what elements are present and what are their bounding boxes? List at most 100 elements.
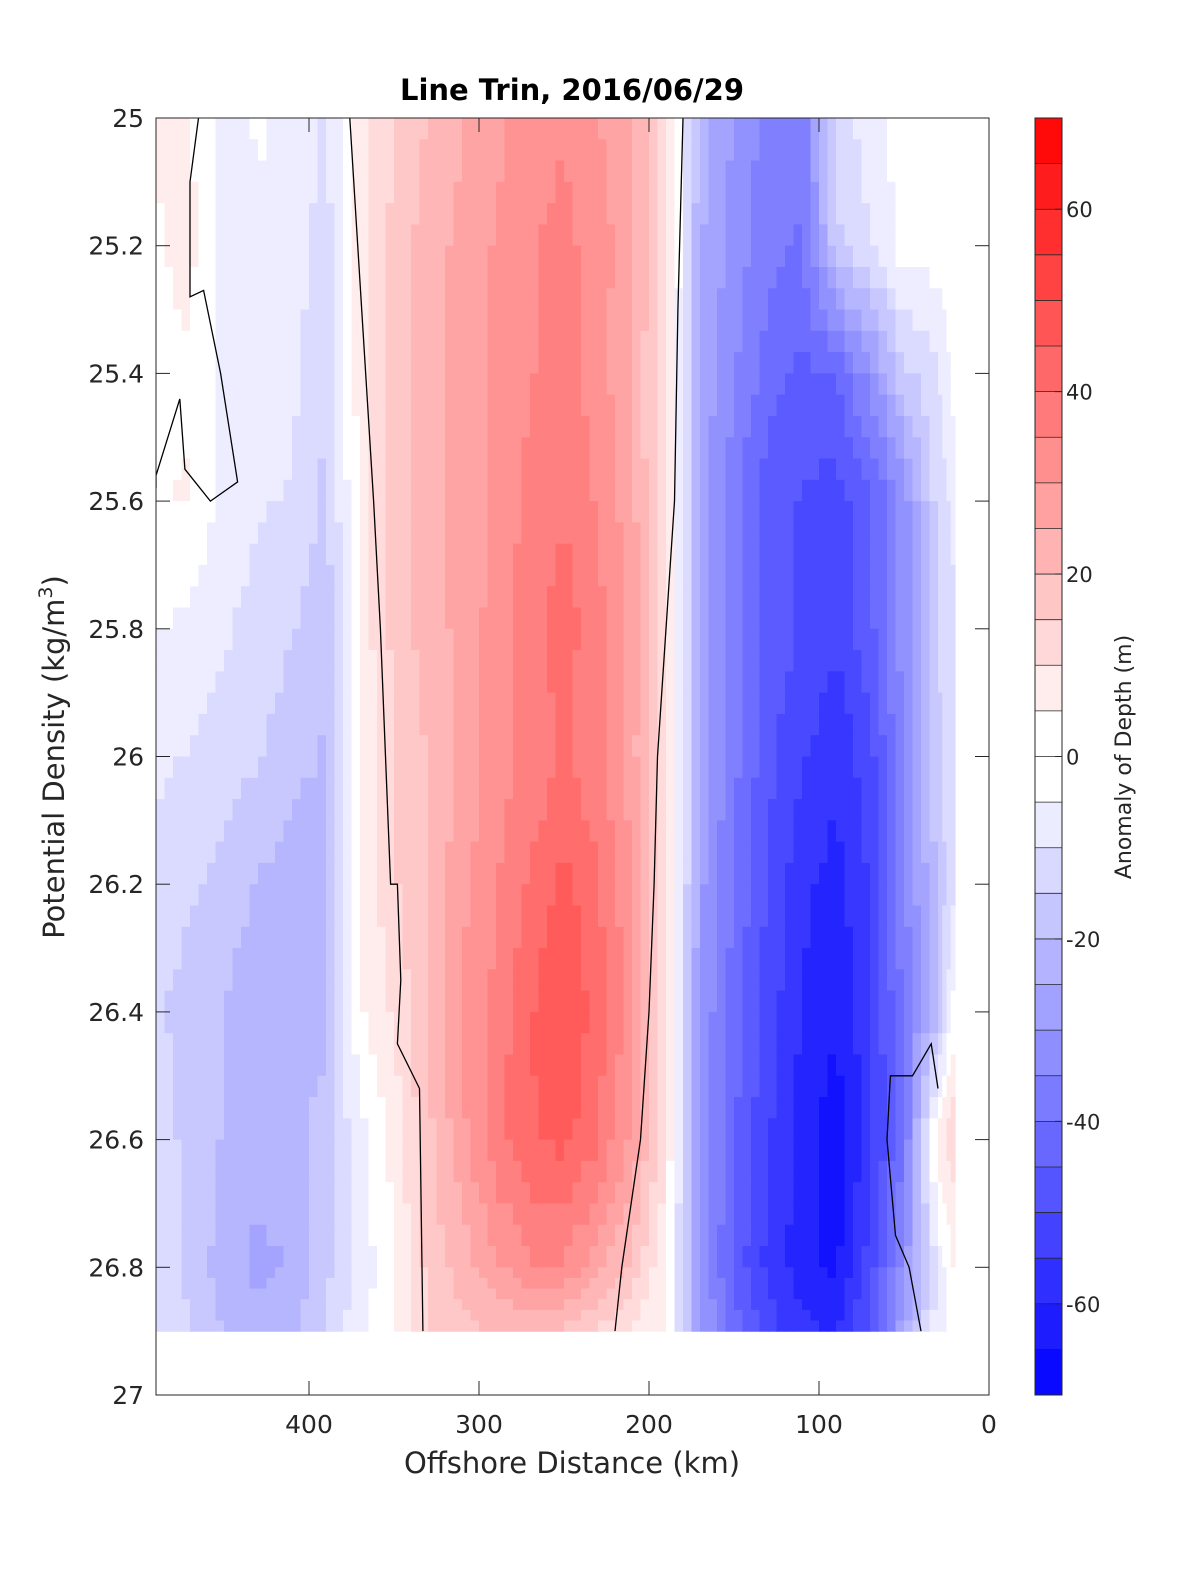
heatmap-cell	[768, 415, 778, 438]
heatmap-cell	[793, 777, 803, 800]
heatmap-cell	[436, 415, 446, 438]
heatmap-cell	[360, 1246, 370, 1268]
heatmap-cell	[283, 862, 293, 885]
heatmap-cell	[708, 884, 718, 907]
heatmap-cell	[266, 181, 276, 204]
heatmap-cell	[215, 1139, 225, 1162]
heatmap-cell	[853, 884, 863, 907]
heatmap-cell	[844, 969, 854, 992]
heatmap-cell	[861, 990, 871, 1013]
heatmap-cell	[513, 501, 523, 523]
heatmap-cell	[640, 1097, 650, 1119]
heatmap-cell	[428, 756, 438, 779]
heatmap-cell	[266, 394, 276, 417]
heatmap-cell	[649, 905, 659, 928]
heatmap-cell	[181, 586, 191, 609]
heatmap-cell	[649, 862, 659, 885]
heatmap-cell	[343, 394, 353, 417]
heatmap-cell	[717, 309, 727, 332]
heatmap-cell	[173, 1011, 183, 1034]
heatmap-cell	[300, 1203, 310, 1226]
heatmap-cell	[606, 1075, 616, 1098]
heatmap-cell	[904, 884, 914, 907]
heatmap-cell	[343, 713, 353, 736]
heatmap-cell	[942, 1054, 948, 1077]
heatmap-cell	[351, 1160, 361, 1183]
heatmap-cell	[241, 969, 251, 992]
heatmap-cell	[623, 458, 633, 481]
heatmap-cell	[759, 650, 769, 672]
heatmap-cell	[649, 1160, 659, 1183]
heatmap-cell	[942, 564, 948, 587]
heatmap-cell	[555, 1203, 565, 1226]
heatmap-cell	[942, 969, 948, 992]
heatmap-cell	[887, 692, 897, 715]
heatmap-cell	[326, 266, 336, 289]
heatmap-cell	[241, 564, 251, 587]
heatmap-cell	[938, 713, 943, 736]
heatmap-cell	[360, 394, 370, 417]
heatmap-cell	[436, 777, 446, 800]
heatmap-cell	[496, 1182, 506, 1205]
heatmap-cell	[462, 1033, 472, 1056]
heatmap-cell	[942, 288, 948, 311]
heatmap-cell	[343, 415, 353, 438]
heatmap-cell	[504, 245, 514, 268]
heatmap-cell	[734, 692, 744, 715]
heatmap-cell	[921, 1097, 931, 1119]
heatmap-cell	[759, 926, 769, 949]
heatmap-cell	[810, 650, 820, 672]
heatmap-cell	[776, 437, 786, 460]
heatmap-cell	[241, 1224, 251, 1247]
heatmap-cell	[377, 735, 387, 758]
heatmap-cell	[657, 948, 667, 970]
heatmap-cell	[904, 139, 914, 162]
heatmap-cell	[241, 926, 251, 949]
heatmap-cell	[309, 266, 319, 289]
heatmap-cell	[666, 841, 676, 864]
heatmap-cell	[844, 692, 854, 715]
heatmap-cell	[768, 756, 778, 779]
heatmap-cell	[929, 1033, 939, 1056]
heatmap-cell	[334, 713, 344, 736]
heatmap-cell	[938, 118, 943, 140]
heatmap-cell	[258, 224, 268, 247]
heatmap-cell	[360, 735, 370, 758]
heatmap-cell	[258, 160, 268, 183]
heatmap-cell	[946, 501, 952, 523]
heatmap-cell	[793, 884, 803, 907]
heatmap-cell	[938, 607, 943, 630]
heatmap-cell	[725, 1033, 735, 1056]
heatmap-cell	[921, 458, 931, 481]
heatmap-cell	[368, 1203, 378, 1226]
heatmap-cell	[674, 352, 684, 374]
heatmap-cell	[768, 522, 778, 545]
heatmap-cell	[292, 1075, 302, 1098]
heatmap-cell	[895, 458, 905, 481]
heatmap-cell	[487, 415, 497, 438]
heatmap-cell	[725, 1054, 735, 1077]
heatmap-cell	[717, 394, 727, 417]
heatmap-cell	[878, 926, 888, 949]
heatmap-cell	[258, 479, 268, 502]
heatmap-cell	[853, 309, 863, 332]
heatmap-cell	[224, 160, 234, 183]
heatmap-cell	[904, 926, 914, 949]
heatmap-cell	[912, 437, 922, 460]
heatmap-cell	[428, 1160, 438, 1183]
heatmap-cell	[547, 671, 557, 694]
heatmap-cell	[887, 288, 897, 311]
heatmap-cell	[819, 266, 829, 289]
heatmap-cell	[793, 799, 803, 821]
heatmap-cell	[504, 841, 514, 864]
heatmap-cell	[751, 394, 761, 417]
heatmap-cell	[895, 777, 905, 800]
heatmap-cell	[266, 607, 276, 630]
heatmap-cell	[938, 948, 943, 970]
heatmap-cell	[249, 288, 259, 311]
heatmap-cell	[309, 841, 319, 864]
heatmap-cell	[853, 501, 863, 523]
heatmap-cell	[326, 671, 336, 694]
heatmap-cell	[564, 799, 574, 821]
heatmap-cell	[581, 1246, 591, 1268]
